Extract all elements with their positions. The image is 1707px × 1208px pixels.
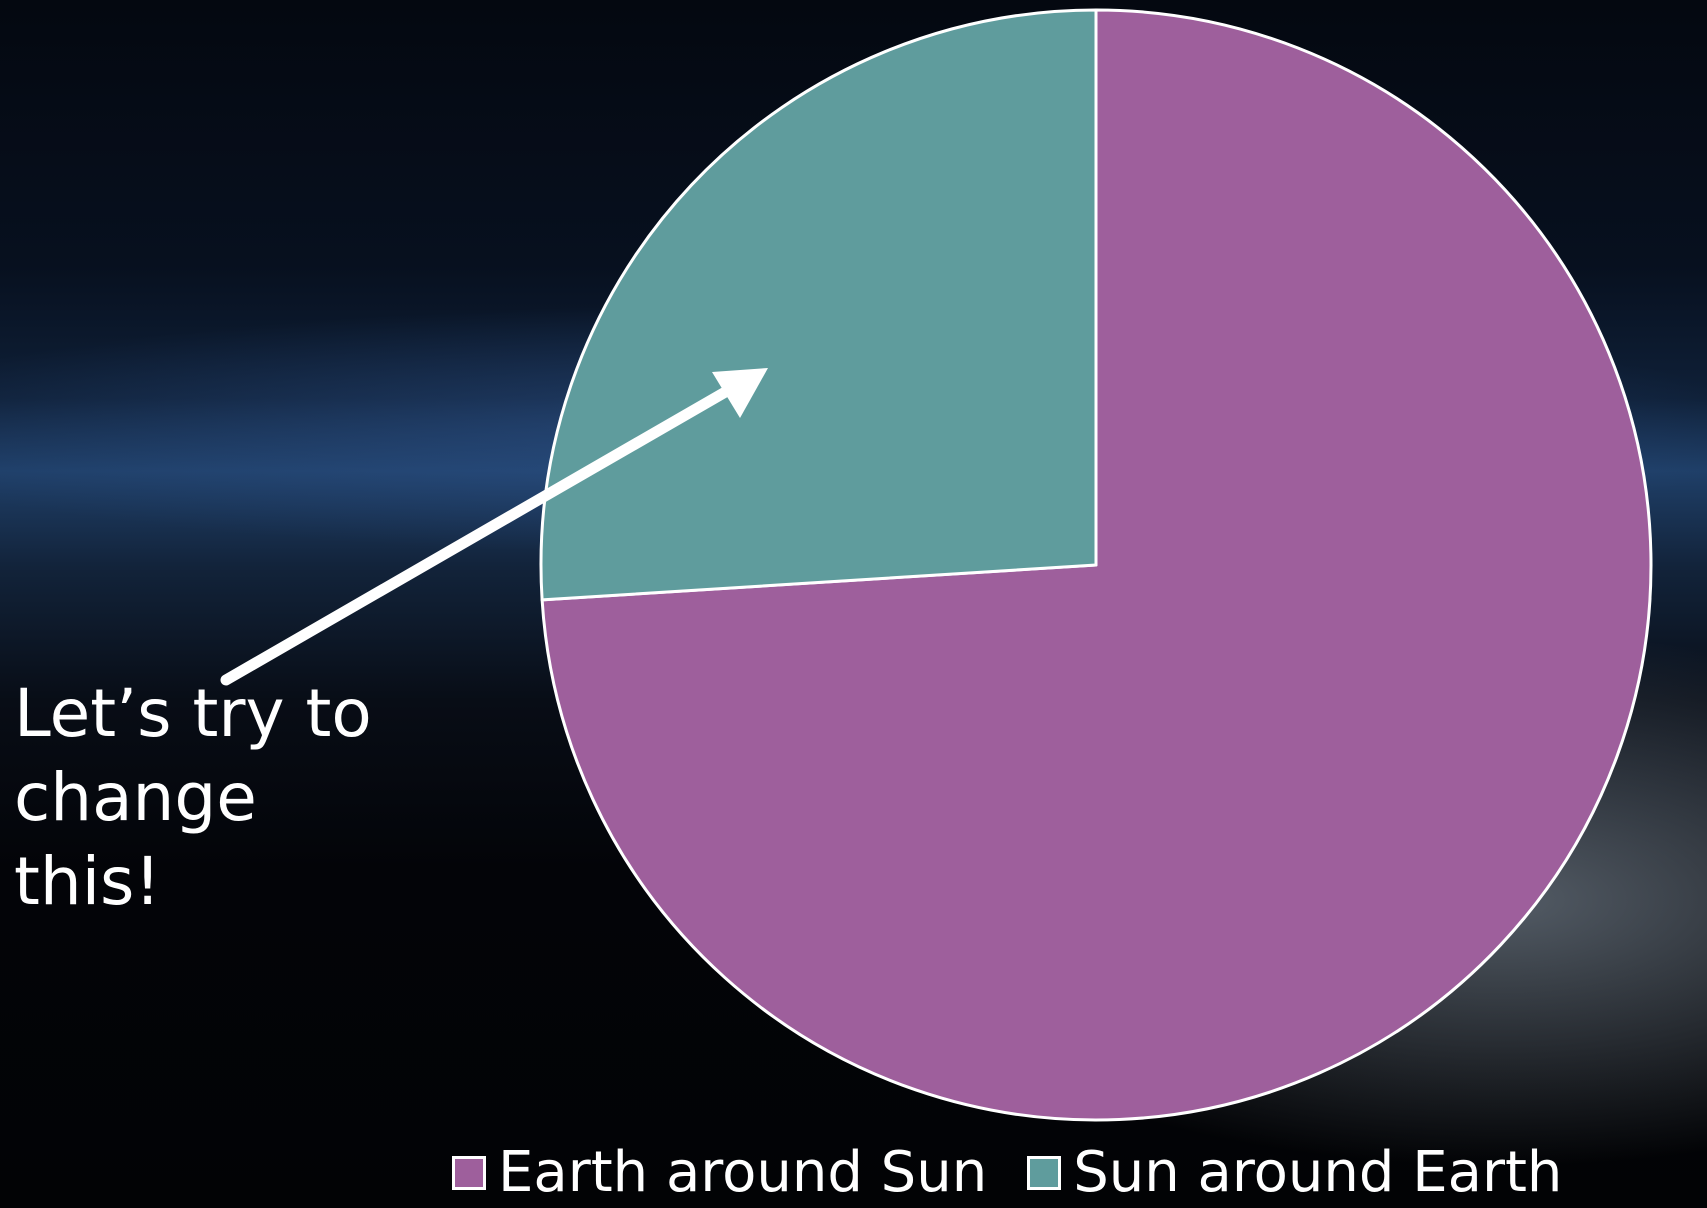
- legend: Earth around Sun Sun around Earth: [452, 1143, 1562, 1203]
- legend-item-sun-around-earth: Sun around Earth: [1027, 1143, 1562, 1203]
- legend-label-sun-around-earth: Sun around Earth: [1073, 1140, 1563, 1205]
- arrow-head: [712, 368, 768, 418]
- pie-slices: [539, 8, 1653, 1122]
- annotation-arrow: [220, 368, 768, 686]
- legend-swatch-earth-around-sun: [452, 1156, 486, 1190]
- legend-label-earth-around-sun: Earth around Sun: [498, 1140, 988, 1205]
- legend-item-earth-around-sun: Earth around Sun: [452, 1143, 987, 1203]
- legend-swatch-sun-around-earth: [1027, 1156, 1062, 1190]
- pie-slice-sun-around-earth: [539, 8, 1098, 602]
- arrow-shaft: [220, 381, 740, 686]
- annotation-text: Let’s try to change this!: [14, 675, 372, 920]
